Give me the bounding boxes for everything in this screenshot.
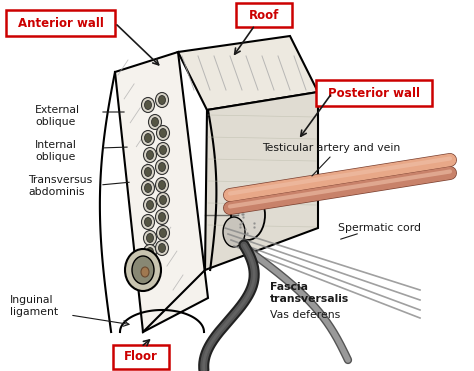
Text: Roof: Roof (249, 9, 279, 22)
Ellipse shape (223, 217, 245, 247)
Ellipse shape (145, 217, 152, 227)
Ellipse shape (132, 256, 154, 284)
Text: Spermatic cord: Spermatic cord (338, 223, 421, 233)
FancyBboxPatch shape (6, 10, 115, 36)
Ellipse shape (145, 101, 152, 109)
Text: External
oblique: External oblique (35, 105, 80, 127)
Text: Anterior wall: Anterior wall (18, 16, 103, 30)
Ellipse shape (146, 200, 154, 210)
Text: Testicular artery and vein: Testicular artery and vein (262, 143, 400, 153)
Ellipse shape (146, 247, 154, 256)
Ellipse shape (159, 128, 166, 138)
Ellipse shape (142, 164, 155, 180)
Ellipse shape (158, 162, 165, 171)
Ellipse shape (148, 115, 162, 129)
Ellipse shape (145, 167, 152, 177)
Ellipse shape (142, 214, 155, 230)
Ellipse shape (158, 213, 165, 221)
Text: Internal
oblique: Internal oblique (35, 140, 77, 162)
Text: Floor: Floor (124, 351, 158, 364)
Ellipse shape (231, 190, 265, 240)
Ellipse shape (144, 244, 156, 259)
Ellipse shape (145, 134, 152, 142)
Ellipse shape (155, 177, 168, 193)
Ellipse shape (155, 92, 168, 108)
Text: Vas deferens: Vas deferens (270, 310, 340, 320)
Ellipse shape (156, 125, 170, 141)
Ellipse shape (158, 95, 165, 105)
Ellipse shape (144, 148, 156, 162)
Ellipse shape (158, 181, 165, 190)
Ellipse shape (155, 160, 168, 174)
Ellipse shape (141, 267, 149, 277)
Ellipse shape (125, 249, 161, 291)
Ellipse shape (142, 181, 155, 196)
Text: Inguinal
ligament: Inguinal ligament (10, 295, 58, 316)
FancyBboxPatch shape (316, 80, 432, 106)
Ellipse shape (156, 226, 170, 240)
Ellipse shape (146, 233, 154, 243)
Text: Posterior wall: Posterior wall (328, 86, 420, 99)
Ellipse shape (142, 131, 155, 145)
Ellipse shape (155, 240, 168, 256)
Ellipse shape (156, 193, 170, 207)
FancyBboxPatch shape (236, 3, 292, 27)
Ellipse shape (159, 145, 166, 154)
Text: Transversus
abdominis: Transversus abdominis (28, 175, 92, 197)
Ellipse shape (145, 184, 152, 193)
Ellipse shape (156, 142, 170, 158)
Ellipse shape (155, 210, 168, 224)
Polygon shape (205, 92, 318, 270)
FancyBboxPatch shape (113, 345, 169, 369)
Ellipse shape (152, 118, 158, 127)
Ellipse shape (142, 98, 155, 112)
Text: Fascia
transversalis: Fascia transversalis (270, 282, 349, 303)
Ellipse shape (144, 230, 156, 246)
Ellipse shape (159, 229, 166, 237)
Polygon shape (178, 36, 318, 110)
Ellipse shape (144, 197, 156, 213)
Ellipse shape (146, 151, 154, 160)
Ellipse shape (159, 196, 166, 204)
Ellipse shape (158, 243, 165, 253)
Polygon shape (115, 52, 208, 332)
